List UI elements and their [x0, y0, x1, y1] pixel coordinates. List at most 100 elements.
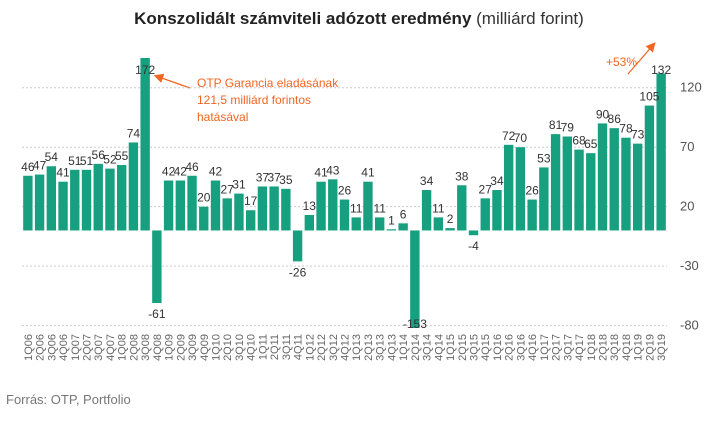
- value-label: -153: [403, 317, 427, 331]
- x-tick-label: 2Q17: [551, 334, 563, 361]
- bar: [492, 190, 502, 231]
- bar: [105, 168, 115, 231]
- bar: [339, 199, 350, 231]
- value-label: 86: [608, 112, 622, 126]
- x-tick-label: 2Q19: [644, 334, 656, 361]
- value-label: 46: [21, 160, 35, 174]
- bar: [70, 169, 80, 231]
- value-label: 54: [45, 150, 59, 164]
- chart-title: Konszolidált számviteli adózott eredmény: [134, 9, 472, 28]
- bar: [199, 206, 209, 231]
- x-tick-label: 4Q13: [386, 334, 398, 361]
- value-label: 70: [514, 131, 528, 145]
- value-label: 26: [525, 184, 539, 198]
- bar: [292, 230, 303, 262]
- x-tick-label: 3Q16: [515, 334, 527, 361]
- value-label: 42: [209, 165, 223, 179]
- x-tick-label: 3Q12: [328, 334, 340, 361]
- x-tick-label: 3Q06: [46, 334, 58, 361]
- bar: [93, 163, 103, 231]
- value-label: 105: [639, 90, 659, 104]
- x-tick-label: 2Q16: [504, 334, 516, 361]
- x-tick-label: 1Q08: [117, 334, 129, 361]
- value-label: 74: [127, 126, 141, 140]
- x-tick-label: 3Q09: [187, 334, 199, 361]
- value-label: 51: [68, 154, 82, 168]
- value-label: 56: [92, 148, 106, 162]
- value-label: 46: [185, 160, 199, 174]
- y-tick-label: -30: [680, 258, 699, 273]
- bar: [351, 217, 361, 231]
- x-tick-label: 3Q14: [422, 334, 434, 361]
- bar: [128, 142, 139, 231]
- x-tick-label: 4Q11: [293, 334, 305, 360]
- x-tick-label: 1Q15: [445, 334, 457, 361]
- bar: [304, 215, 315, 231]
- bar: [632, 143, 643, 231]
- x-tick-label: 2Q14: [410, 334, 422, 361]
- annotation: 121,5 milliárd forintos: [197, 93, 311, 107]
- bar: [480, 198, 490, 231]
- bar: [527, 199, 537, 231]
- x-tick-label: 4Q08: [152, 334, 164, 361]
- bar: [269, 186, 279, 231]
- x-tick-label: 2Q07: [82, 334, 94, 361]
- bar: [539, 167, 549, 231]
- value-label: 47: [33, 159, 47, 173]
- y-tick-label: -80: [680, 318, 699, 333]
- x-tick-label: 3Q15: [469, 334, 481, 361]
- bar: [644, 105, 655, 231]
- bar: [562, 136, 573, 231]
- x-tick-label: 1Q09: [164, 334, 176, 361]
- bar: [116, 165, 127, 231]
- x-tick-label: 3Q08: [140, 334, 152, 361]
- bar: [609, 128, 619, 231]
- value-label: 6: [400, 207, 407, 221]
- bar: [234, 193, 244, 231]
- x-tick-label: 4Q12: [340, 334, 352, 361]
- x-tick-label: 1Q13: [351, 334, 363, 361]
- value-label: 68: [572, 134, 586, 148]
- value-label: 26: [338, 184, 352, 198]
- bar: [140, 58, 150, 231]
- x-tick-label: 1Q12: [304, 334, 316, 361]
- value-label: -26: [289, 265, 307, 279]
- value-label: 73: [631, 128, 645, 142]
- value-label: 20: [197, 191, 211, 205]
- value-label: 72: [502, 129, 516, 143]
- bar: [81, 169, 92, 231]
- x-tick-label: 3Q17: [562, 334, 574, 361]
- x-tick-label: 4Q18: [621, 334, 633, 361]
- bar: [398, 223, 408, 231]
- bar: [245, 210, 256, 231]
- value-label: 38: [455, 169, 469, 183]
- value-label: -4: [468, 239, 479, 253]
- bar: [656, 73, 666, 231]
- x-tick-label: 3Q13: [375, 334, 387, 361]
- y-tick-label: 70: [680, 139, 694, 154]
- value-label: 13: [303, 199, 317, 213]
- source: Forrás: OTP, Portfolio: [6, 392, 131, 407]
- bar: [597, 123, 608, 231]
- bar: [210, 180, 221, 231]
- bar: [23, 175, 33, 231]
- value-label: 53: [537, 151, 551, 165]
- annotation: +53%: [606, 55, 637, 69]
- x-tick-label: 1Q10: [211, 334, 223, 361]
- y-tick-label: 20: [680, 199, 694, 214]
- bar: [515, 147, 526, 231]
- bar: [503, 144, 514, 231]
- x-tick-label: 4Q06: [58, 334, 70, 361]
- value-label: 35: [279, 173, 293, 187]
- annotation: hatásával: [197, 110, 248, 124]
- bar: [410, 230, 420, 328]
- bar: [58, 181, 68, 231]
- x-tick-label: 2Q15: [457, 334, 469, 361]
- value-label: 17: [244, 194, 258, 208]
- bar: [586, 153, 596, 231]
- x-tick-label: 4Q14: [433, 334, 445, 361]
- value-label: 42: [162, 165, 176, 179]
- chart-subtitle: (milliárd forint): [476, 9, 584, 28]
- x-tick-label: 2Q09: [175, 334, 187, 361]
- x-tick-label: 2Q10: [222, 334, 234, 361]
